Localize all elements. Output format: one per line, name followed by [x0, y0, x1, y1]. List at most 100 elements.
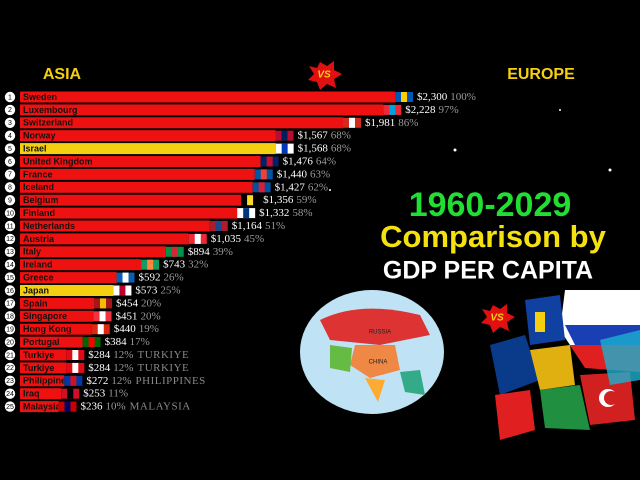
share-label: 86% — [398, 117, 418, 129]
value-label: $573 — [135, 285, 158, 297]
flag — [389, 104, 396, 115]
value-label: $1,440 — [277, 168, 308, 180]
category-label: United Kingdom — [23, 156, 93, 166]
map-label: CHINA — [369, 360, 388, 366]
bar-chart: 1 Sweden $2,300 100% 2 Luxembourg $2,228 97% 3 Sw… — [4, 91, 476, 413]
rank-badge — [4, 233, 16, 245]
category-label: Italy — [23, 247, 41, 257]
rank-badge — [4, 285, 16, 296]
rank: 4 — [8, 133, 12, 140]
rank-badge — [4, 220, 16, 232]
bar — [20, 297, 95, 309]
value-label: $1,427 — [275, 181, 306, 193]
category-label: Israel — [23, 143, 47, 153]
flag — [281, 130, 288, 141]
value-label: $236 — [80, 401, 103, 413]
years: 1960-2029 — [409, 186, 572, 224]
rank: 23 — [6, 378, 14, 385]
rank-badge — [4, 259, 16, 270]
flag — [100, 298, 107, 309]
bar — [20, 401, 59, 413]
flag — [260, 169, 267, 180]
value-label: $451 — [116, 310, 138, 322]
flag — [194, 233, 201, 244]
share-label: 25% — [160, 285, 180, 297]
flag — [258, 182, 265, 193]
category-label: Turkiye — [23, 350, 54, 360]
vs-splash — [481, 304, 515, 333]
rank-badge — [4, 91, 16, 103]
rank: 3 — [8, 120, 12, 127]
rank-badge — [4, 362, 16, 374]
rank: 7 — [8, 172, 12, 179]
flag — [281, 143, 288, 154]
share-label: 45% — [244, 233, 264, 245]
vs-splash — [308, 61, 342, 90]
bar — [20, 143, 276, 155]
rank-badge — [4, 130, 16, 141]
flag — [147, 259, 154, 270]
value-label: $1,476 — [283, 156, 314, 168]
flag — [97, 324, 104, 335]
category-label: Sweden — [23, 92, 57, 102]
flag — [266, 156, 273, 167]
rank: 16 — [6, 288, 14, 295]
bar — [20, 156, 261, 167]
category-label: Spain — [23, 298, 48, 308]
bar — [20, 375, 65, 387]
category-label: Finland — [23, 208, 55, 218]
share-label: 17% — [130, 336, 150, 348]
rank-badge — [4, 143, 16, 154]
bar — [20, 233, 189, 245]
rank: 8 — [8, 185, 12, 192]
rank: 19 — [6, 327, 14, 334]
share-label: 63% — [310, 168, 330, 180]
flag — [215, 221, 222, 231]
flag — [348, 117, 355, 128]
rank-badge — [4, 336, 16, 348]
share-label: 10% — [105, 401, 125, 413]
share-label: 51% — [265, 220, 285, 232]
country-tag: MALAYSIA — [130, 401, 191, 413]
bar — [20, 130, 276, 142]
bar — [20, 117, 343, 129]
share-label: 12% — [113, 349, 133, 361]
rank-badge — [4, 349, 16, 361]
flag — [171, 246, 178, 257]
rank: 1 — [8, 94, 12, 101]
value-label: $894 — [188, 246, 211, 258]
bar — [20, 362, 67, 374]
rank: 15 — [6, 275, 14, 282]
bar — [20, 349, 67, 361]
share-label: 12% — [111, 375, 131, 387]
bar — [20, 220, 210, 232]
value-label: $284 — [88, 362, 111, 374]
category-label: Singapore — [23, 311, 67, 321]
flag — [99, 311, 106, 322]
flag — [70, 375, 77, 386]
bar — [20, 104, 384, 116]
category-label: France — [23, 169, 53, 179]
category-label: Malaysia — [23, 401, 62, 411]
bar — [20, 259, 142, 271]
value-label: $2,228 — [405, 104, 436, 116]
value-label: $1,332 — [259, 207, 289, 219]
rank-badge — [4, 324, 16, 335]
asia-globe: RUSSIA CHINA — [300, 290, 444, 414]
rank-badge — [4, 207, 16, 219]
share-label: 12% — [113, 362, 133, 374]
rank: 24 — [6, 391, 14, 398]
rank-badge — [4, 169, 16, 180]
vs-badge: VS — [490, 313, 504, 324]
rank: 13 — [6, 249, 14, 256]
share-label: 58% — [292, 207, 312, 219]
bar — [20, 181, 253, 193]
bar — [20, 91, 395, 103]
rank: 18 — [6, 314, 14, 321]
share-label: 39% — [213, 246, 233, 258]
value-label: $1,568 — [298, 143, 329, 155]
bar — [20, 194, 242, 206]
share-label: 68% — [331, 130, 351, 142]
rank: 14 — [6, 262, 14, 269]
